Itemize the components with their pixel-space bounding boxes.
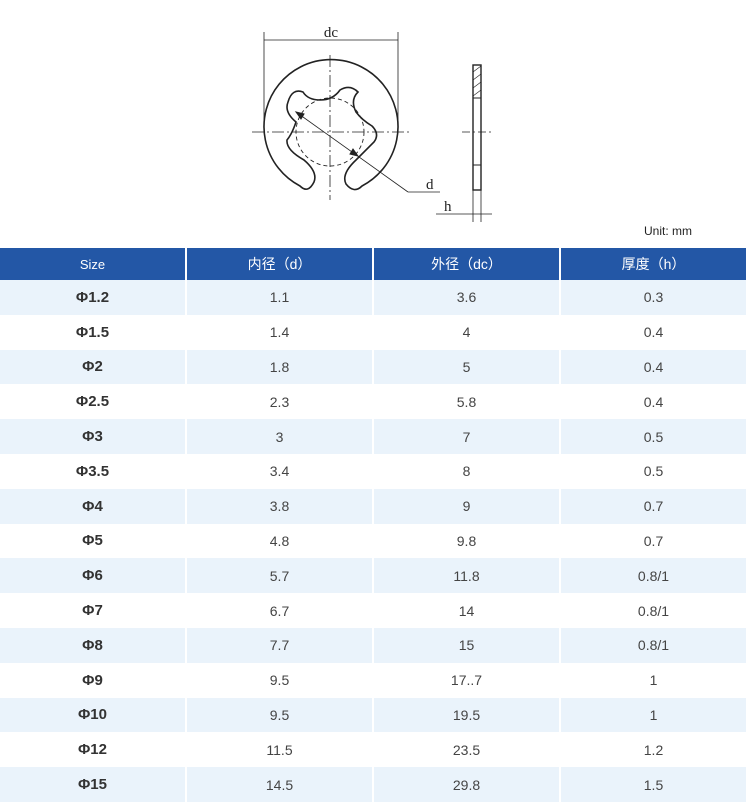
table-row: Φ15 14.5 29.8 1.5 [0,767,746,802]
size-cell: Φ9 [82,671,103,689]
size-cell: Φ7 [82,602,103,620]
table-row: Φ6 5.7 11.8 0.8/1 [0,558,746,594]
table-row: Φ3.5 3.4 8 0.5 [0,454,746,489]
size-cell: Φ6 [0,558,185,594]
header-cell: 外径（dc） [374,248,559,280]
header-cell: Size [0,248,185,280]
value-cell: 0.4 [643,393,664,410]
header-cell: 内径（d） [187,248,372,280]
value-cell: 3.4 [269,463,290,480]
value-cell: 7.7 [187,627,372,663]
value-cell: 23.5 [452,741,481,758]
value-cell: 3.6 [374,280,559,315]
table-row: Φ1.5 1.4 4 0.4 [0,315,746,350]
size-cell: Φ1.5 [75,323,110,341]
value-cell: 3.8 [187,488,372,524]
table-row: Φ1.2 1.1 3.6 0.3 [0,280,746,315]
value-cell: 14 [458,602,475,619]
value-cell: 1.4 [269,324,290,341]
table-row: Φ12 11.5 23.5 1.2 [0,732,746,767]
header-row: Size 内径（d） 外径（dc） 厚度（h） [0,248,746,280]
table-row: Φ2.5 2.3 5.8 0.4 [0,384,746,419]
value-cell: 1.2 [643,741,664,758]
value-cell: 6.7 [269,602,290,619]
value-cell: 1.8 [187,349,372,385]
value-cell: 3 [187,419,372,454]
size-cell: Φ1.2 [0,280,185,315]
size-cell: Φ15 [0,767,185,802]
size-cell: Φ2 [0,349,185,385]
value-cell: 5.8 [456,393,477,410]
clip-drawing: dc d h [252,25,492,222]
value-cell: 29.8 [374,767,559,802]
table-row: Φ5 4.8 9.8 0.7 [0,524,746,559]
value-cell: 2.3 [269,393,290,410]
size-cell: Φ2.5 [75,393,110,411]
value-cell: 0.7 [643,532,664,549]
value-cell: 4 [462,324,471,341]
value-cell: 0.5 [643,463,664,480]
size-cell: Φ4 [0,488,185,524]
value-cell: 0.8/1 [637,602,670,619]
header-cell: 厚度（h） [561,248,746,280]
spec-table: Size 内径（d） 外径（dc） 厚度（h） Φ1.2 1.1 3.6 0.3 Φ1.5 1.… [0,248,748,802]
size-cell: Φ3.5 [75,462,110,480]
value-cell: 4.8 [269,532,290,549]
value-cell: 0.8/1 [561,627,746,663]
value-cell: 5 [374,349,559,385]
value-cell: 11.5 [266,741,293,758]
table-body: Φ1.2 1.1 3.6 0.3 Φ1.5 1.4 4 0.4 Φ2 1.8 5 0.4 Φ2.5 2.3… [0,280,746,802]
value-cell: 17..7 [450,672,483,689]
value-cell: 1 [649,672,658,689]
value-cell: 5.7 [187,558,372,594]
value-cell: 0.5 [561,419,746,454]
value-cell: 7 [374,419,559,454]
table-row: Φ9 9.5 17..7 1 [0,663,746,698]
value-cell: 19.5 [374,697,559,733]
size-cell: Φ8 [0,627,185,663]
size-cell: Φ12 [78,741,107,759]
value-cell: 0.4 [561,349,746,385]
value-cell: 1.5 [561,767,746,802]
dim-dc-label: dc [324,25,339,41]
table-row: Φ2 1.8 5 0.4 [0,349,746,385]
table-row: Φ3 3 7 0.5 [0,419,746,454]
value-cell: 11.8 [374,558,559,594]
value-cell: 0.4 [643,324,664,341]
value-cell: 1 [561,697,746,733]
size-cell: Φ3 [0,419,185,454]
dim-h-label: h [444,199,452,215]
table-row: Φ4 3.8 9 0.7 [0,488,746,524]
value-cell: 9 [374,488,559,524]
value-cell: 0.8/1 [561,558,746,594]
value-cell: 15 [374,627,559,663]
value-cell: 9.5 [269,672,290,689]
value-cell: 0.7 [561,488,746,524]
table-row: Φ7 6.7 14 0.8/1 [0,593,746,628]
table-row: Φ8 7.7 15 0.8/1 [0,627,746,663]
size-cell: Φ5 [82,532,103,550]
value-cell: 14.5 [187,767,372,802]
value-cell: 1.1 [187,280,372,315]
dim-d-label: d [426,177,434,193]
unit-note: Unit: mm [644,224,692,238]
size-cell: Φ10 [0,697,185,733]
value-cell: 9.8 [456,532,477,549]
value-cell: 9.5 [187,697,372,733]
value-cell: 0.3 [561,280,746,315]
table-row: Φ10 9.5 19.5 1 [0,697,746,733]
value-cell: 8 [462,463,471,480]
